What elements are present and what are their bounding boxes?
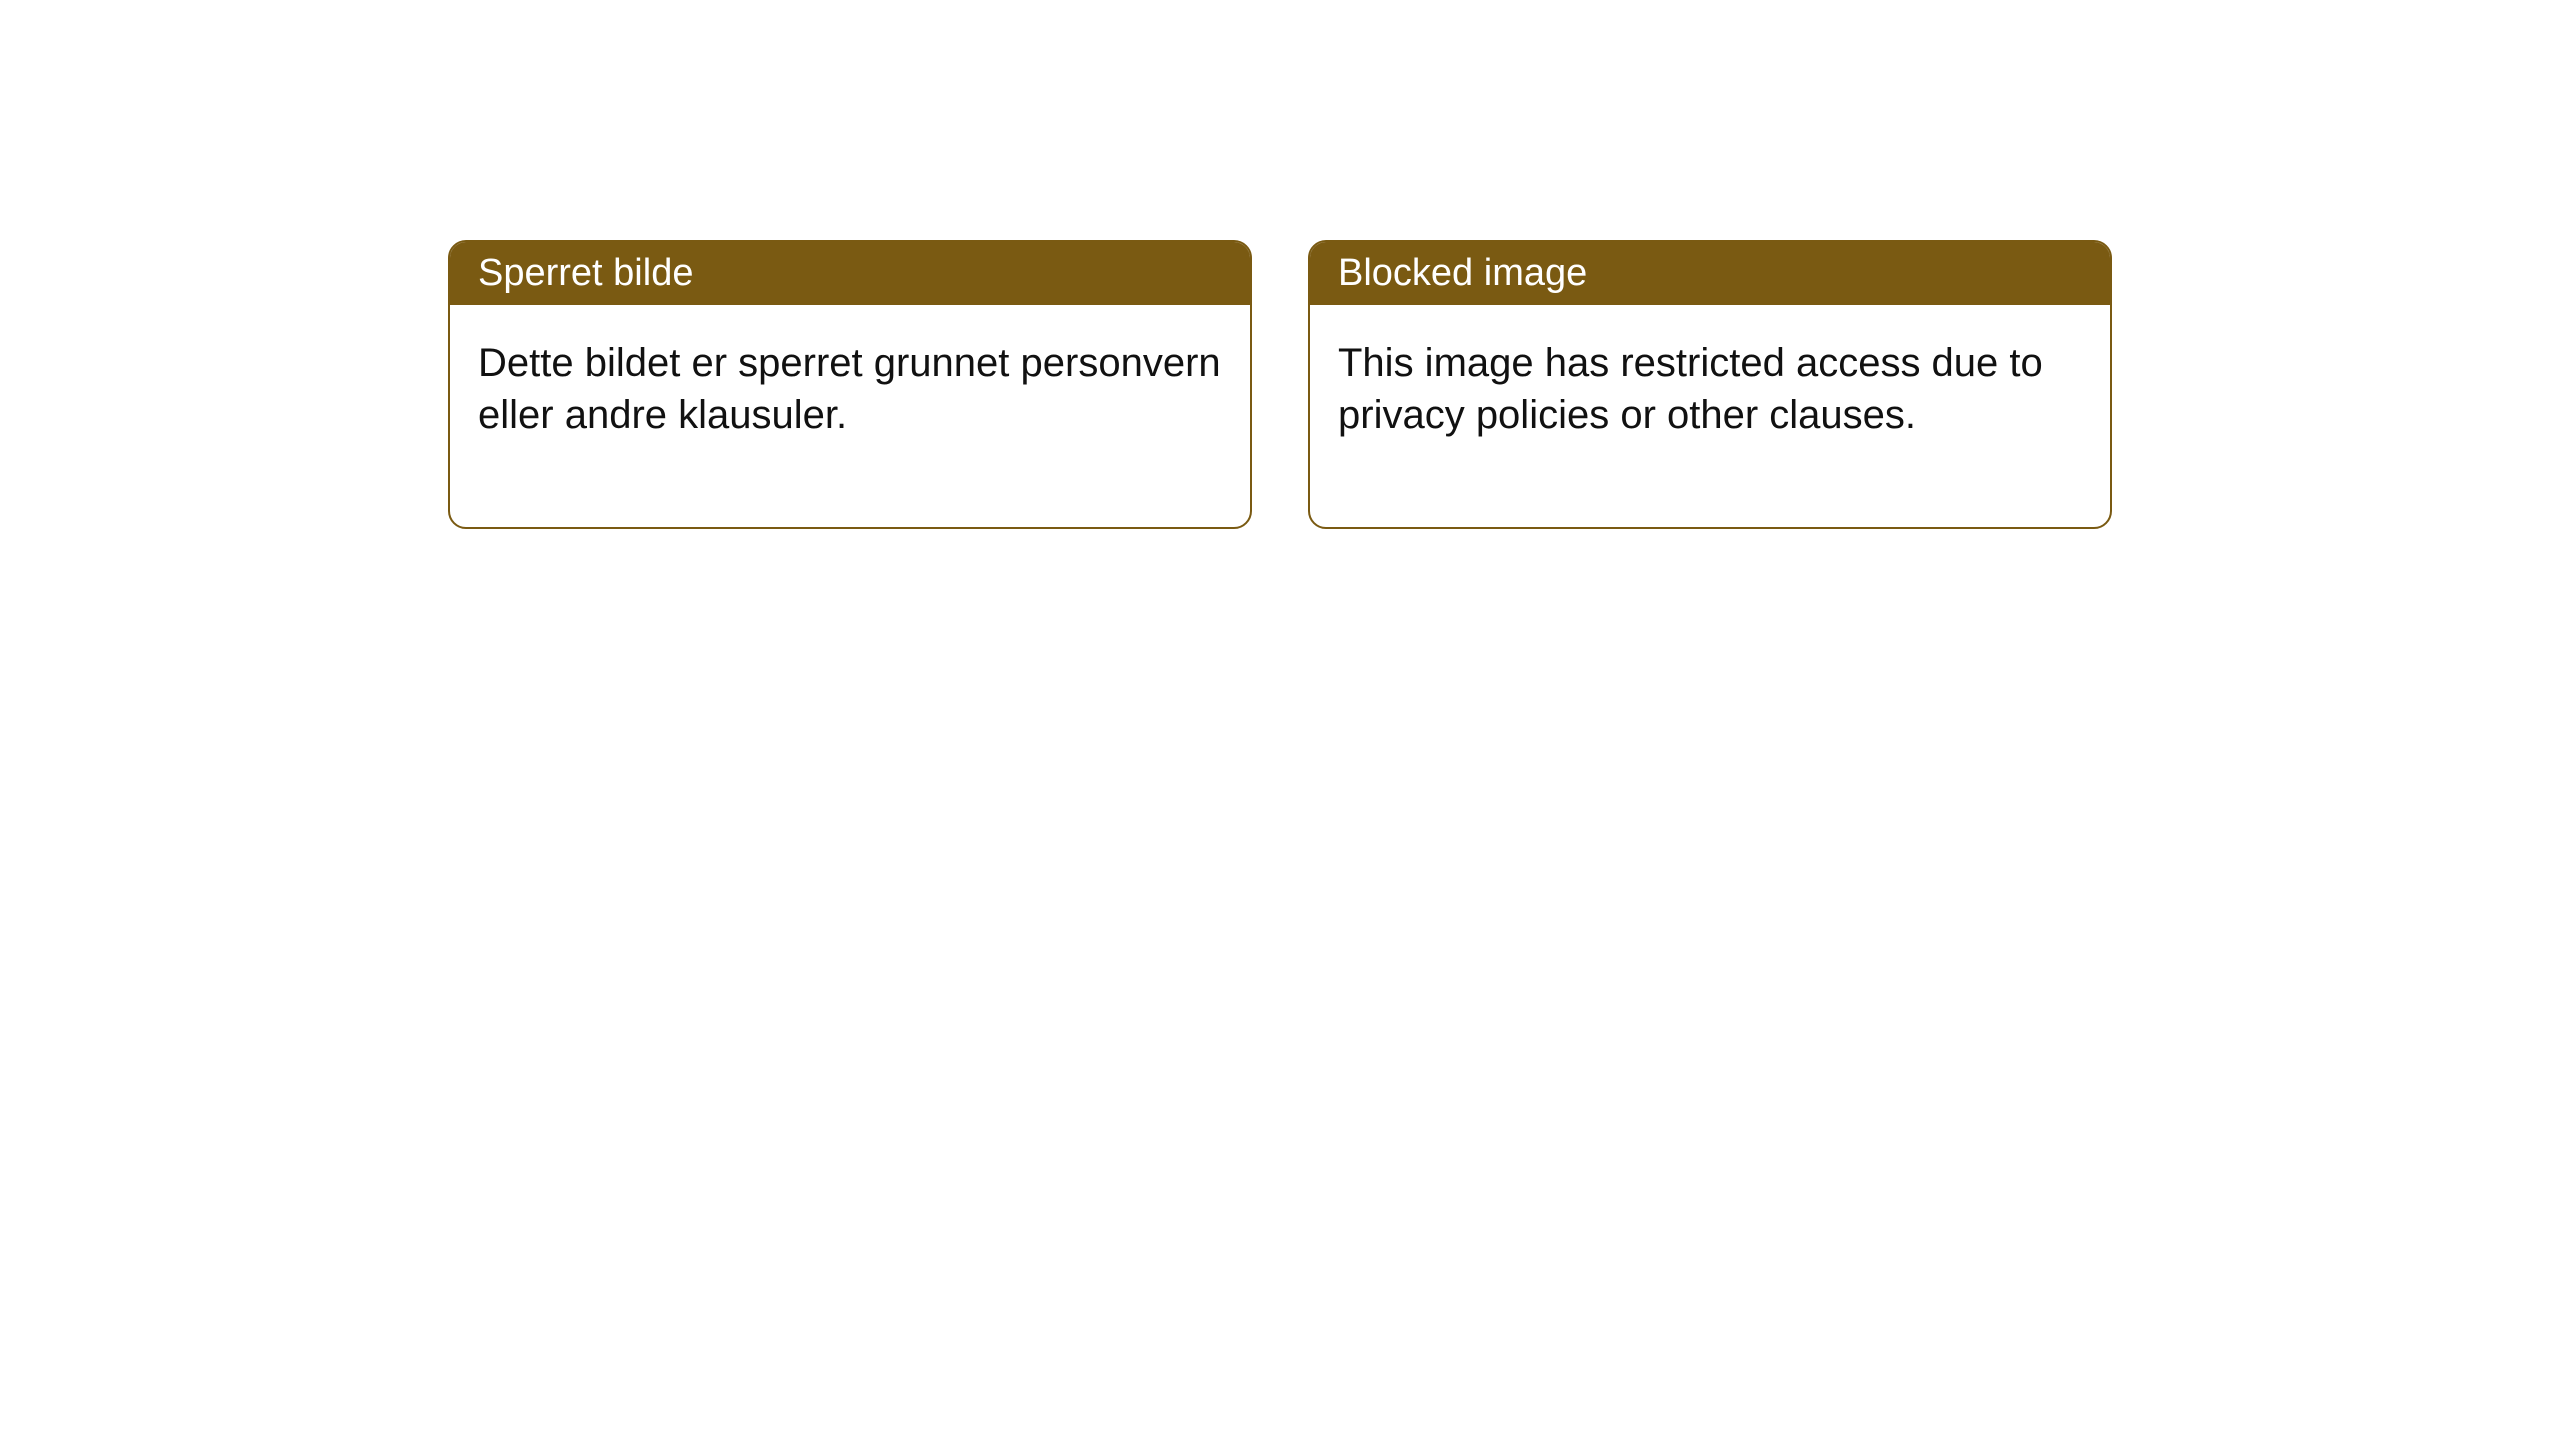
card-body-text: Dette bildet er sperret grunnet personve…: [478, 337, 1222, 441]
blocked-image-cards: Sperret bilde Dette bildet er sperret gr…: [448, 240, 2112, 529]
card-header-norwegian: Sperret bilde: [450, 242, 1250, 305]
card-body-text: This image has restricted access due to …: [1338, 337, 2082, 441]
card-body-norwegian: Dette bildet er sperret grunnet personve…: [450, 305, 1250, 527]
blocked-image-card-norwegian: Sperret bilde Dette bildet er sperret gr…: [448, 240, 1252, 529]
blocked-image-card-english: Blocked image This image has restricted …: [1308, 240, 2112, 529]
card-header-english: Blocked image: [1310, 242, 2110, 305]
card-body-english: This image has restricted access due to …: [1310, 305, 2110, 527]
card-header-title: Sperret bilde: [478, 252, 693, 294]
card-header-title: Blocked image: [1338, 252, 1587, 294]
